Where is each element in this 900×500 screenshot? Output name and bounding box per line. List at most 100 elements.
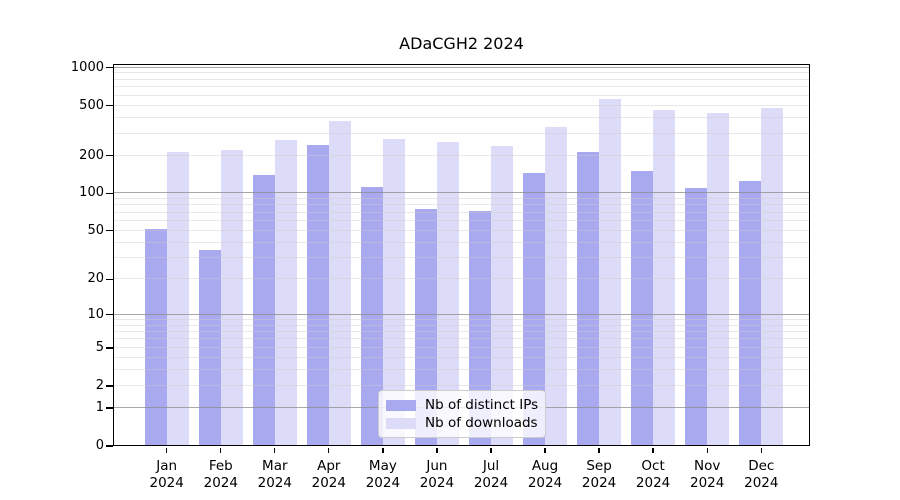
bars-layer xyxy=(113,64,810,446)
x-tick-label-may: May 2024 xyxy=(365,458,401,491)
gridline-60 xyxy=(113,219,810,221)
bar-downloads-aug xyxy=(545,127,568,446)
gridline-3 xyxy=(113,369,810,371)
x-tick-mar xyxy=(274,447,276,453)
x-tick-feb xyxy=(220,447,222,453)
x-tick-dec xyxy=(760,447,762,453)
gridline-5 xyxy=(113,346,810,348)
y-tick-label-200: 200 xyxy=(79,147,104,163)
y-tick-5 xyxy=(106,347,113,349)
gridline-40 xyxy=(113,241,810,243)
bar-downloads-jun xyxy=(436,142,459,446)
gridline-1000 xyxy=(113,66,810,68)
x-tick-label-dec: Dec 2024 xyxy=(744,458,779,491)
gridline-800 xyxy=(113,78,810,80)
gridline-200 xyxy=(113,154,810,156)
x-tick-label-jul: Jul 2024 xyxy=(473,458,509,491)
bar-distinct-ips-dec xyxy=(739,181,762,446)
bar-distinct-ips-may xyxy=(360,186,383,446)
bar-downloads-oct xyxy=(653,109,676,446)
gridline-90 xyxy=(113,198,810,199)
gridline-70 xyxy=(113,211,810,213)
bar-distinct-ips-jan xyxy=(144,228,167,446)
y-tick-50 xyxy=(106,230,113,232)
gridline-2 xyxy=(113,384,810,386)
bar-distinct-ips-jul xyxy=(469,211,491,446)
gridline-80 xyxy=(113,204,810,206)
gridline-900 xyxy=(113,72,810,74)
x-tick-jul xyxy=(490,447,492,453)
y-tick-label-10: 10 xyxy=(87,306,104,322)
x-tick-aug xyxy=(544,447,546,453)
y-axis: 0 1 2 5 10 20 50 100 200 500 1000 xyxy=(71,60,810,453)
bar-downloads-apr xyxy=(328,120,351,446)
y-tick-label-5: 5 xyxy=(95,339,104,355)
plot-area: 0 1 2 5 10 20 50 100 200 500 1000 Jan 2024 Feb 2024 Ma… xyxy=(71,60,810,491)
x-tick-label-mar: Mar 2024 xyxy=(257,458,292,491)
x-tick-label-jan: Jan 2024 xyxy=(149,458,184,491)
bar-distinct-ips-apr xyxy=(306,144,329,446)
gridline-400 xyxy=(113,116,810,118)
bar-distinct-ips-jun xyxy=(414,208,437,446)
y-tick-500 xyxy=(106,104,113,107)
y-tick-1000 xyxy=(106,66,113,69)
gridline-20 xyxy=(113,278,810,280)
bar-distinct-ips-feb xyxy=(198,249,221,446)
x-tick-oct xyxy=(652,447,654,453)
bar-distinct-ips-sep xyxy=(577,151,600,446)
bar-downloads-feb xyxy=(220,149,243,446)
grid-layer xyxy=(113,64,810,446)
x-tick-label-oct: Oct 2024 xyxy=(635,458,671,491)
x-tick-label-jun: Jun 2024 xyxy=(419,458,455,491)
legend: Nb of distinct IPs Nb of downloads xyxy=(378,390,546,438)
y-tick-0 xyxy=(106,445,113,447)
bar-distinct-ips-aug xyxy=(523,172,546,446)
bar-downloads-mar xyxy=(274,139,297,446)
legend-swatch-distinct-ips xyxy=(386,399,416,411)
x-tick-sep xyxy=(598,447,600,453)
x-tick-jun xyxy=(436,447,438,453)
x-tick-apr xyxy=(328,447,330,453)
y-tick-label-1000: 1000 xyxy=(70,59,104,75)
gridline-600 xyxy=(113,94,810,96)
gridline-100 xyxy=(113,192,810,194)
y-tick-label-50: 50 xyxy=(87,222,104,238)
y-tick-label-20: 20 xyxy=(87,271,104,287)
gridline-30 xyxy=(113,256,810,258)
chart-title: ADaCGH2 2024 xyxy=(399,34,524,53)
y-tick-label-2: 2 xyxy=(95,377,104,393)
bar-distinct-ips-mar xyxy=(252,175,275,446)
legend-item-downloads: Nb of downloads xyxy=(386,415,538,432)
x-tick-may xyxy=(382,447,384,453)
gridline-50 xyxy=(113,229,810,231)
x-tick-jan xyxy=(166,447,168,453)
bar-downloads-jul xyxy=(491,145,513,446)
bar-downloads-may xyxy=(382,138,405,446)
gridline-4 xyxy=(113,356,810,358)
x-axis: Jan 2024 Feb 2024 Mar 2024 Apr 2024 May 2024 Jun 20… xyxy=(113,64,810,491)
gridline-700 xyxy=(113,86,810,88)
y-tick-label-100: 100 xyxy=(79,185,104,201)
gridline-7 xyxy=(113,331,810,333)
y-tick-10 xyxy=(106,314,113,316)
x-tick-label-feb: Feb 2024 xyxy=(203,458,238,491)
x-tick-label-nov: Nov 2024 xyxy=(690,458,725,491)
bar-downloads-sep xyxy=(599,98,622,446)
y-tick-1 xyxy=(106,407,113,409)
gridline-6 xyxy=(113,338,810,340)
y-tick-label-1: 1 xyxy=(95,400,104,415)
bar-distinct-ips-nov xyxy=(685,188,708,446)
gridline-8 xyxy=(113,324,810,326)
bar-downloads-dec xyxy=(761,107,784,446)
x-tick-label-aug: Aug 2024 xyxy=(527,458,563,491)
legend-label-downloads: Nb of downloads xyxy=(425,415,538,431)
gridline-9 xyxy=(113,318,810,320)
y-tick-label-500: 500 xyxy=(79,97,104,113)
legend-item-distinct-ips: Nb of distinct IPs xyxy=(386,397,538,414)
y-tick-100 xyxy=(106,192,113,194)
legend-swatch-downloads xyxy=(386,417,416,429)
gridline-500 xyxy=(113,104,810,106)
y-tick-200 xyxy=(106,154,113,157)
gridline-10 xyxy=(113,313,810,315)
